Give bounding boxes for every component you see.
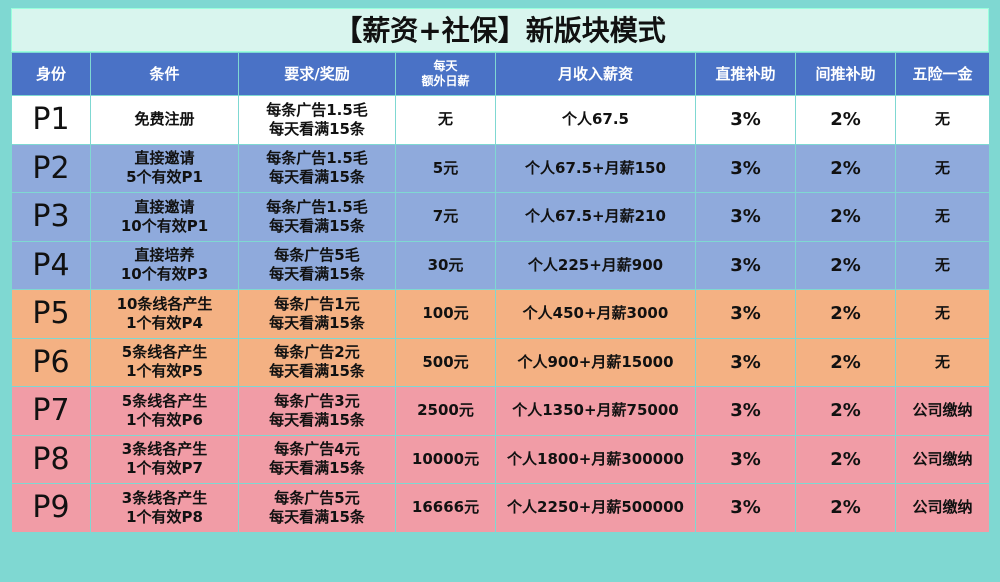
table-cell: 个人900+月薪15000 — [495, 337, 696, 387]
table-cell: P9 — [11, 483, 91, 533]
table-cell: 3条线各产生 1个有效P7 — [90, 434, 239, 484]
table-cell: 个人2250+月薪500000 — [495, 483, 696, 533]
table-cell: 3% — [695, 95, 796, 145]
table-row: P8 3条线各产生 1个有效P7 每条广告4元 每天看满15条 10000元 个人180… — [11, 434, 990, 484]
table-cell: 3% — [695, 337, 796, 387]
table-cell: 无 — [895, 289, 990, 339]
table-row: P3 直接邀请 10个有效P1 每条广告1.5毛 每天看满15条 7元 个人67.5+月… — [11, 192, 990, 242]
header-row: 身份 条件 要求/奖励 每天 额外日薪 月收入薪资 直推补助 间推补助 五险一金 — [11, 52, 990, 96]
table-cell: 个人67.5 — [495, 95, 696, 145]
table-cell: 3条线各产生 1个有效P8 — [90, 483, 239, 533]
table-cell: 公司缴纳 — [895, 434, 990, 484]
table-cell: P1 — [11, 95, 91, 145]
table-cell: 个人1350+月薪75000 — [495, 386, 696, 436]
table-cell: 10条线各产生 1个有效P4 — [90, 289, 239, 339]
table-cell: 3% — [695, 240, 796, 290]
table-row: P4 直接培养 10个有效P3 每条广告5毛 每天看满15条 30元 个人225+月薪9… — [11, 240, 990, 290]
column-header: 直推补助 — [695, 52, 796, 96]
table-cell: 2% — [795, 240, 896, 290]
table-row: P1 免费注册 每条广告1.5毛 每天看满15条无个人67.5 3% 2% 无 — [11, 95, 990, 145]
table-cell: 每条广告1.5毛 每天看满15条 — [238, 192, 396, 242]
table-row: P7 5条线各产生 1个有效P6 每条广告3元 每天看满15条 2500元 个人1350… — [11, 386, 990, 436]
column-header: 间推补助 — [795, 52, 896, 96]
table-cell: 个人1800+月薪300000 — [495, 434, 696, 484]
table-cell: 3% — [695, 192, 796, 242]
table-cell: 公司缴纳 — [895, 386, 990, 436]
table-row: P9 3条线各产生 1个有效P8 每条广告5元 每天看满15条 16666元 个人225… — [11, 483, 990, 533]
table-cell: 直接邀请 10个有效P1 — [90, 192, 239, 242]
table-cell: 个人225+月薪900 — [495, 240, 696, 290]
table-cell: 每条广告1元 每天看满15条 — [238, 289, 396, 339]
table-cell: P7 — [11, 386, 91, 436]
table-cell: 2% — [795, 143, 896, 193]
table-cell: 个人67.5+月薪150 — [495, 143, 696, 193]
table-cell: 2% — [795, 386, 896, 436]
table-cell: 5条线各产生 1个有效P6 — [90, 386, 239, 436]
table-cell: 2500元 — [395, 386, 496, 436]
table-cell: P3 — [11, 192, 91, 242]
table-cell: P2 — [11, 143, 91, 193]
table-cell: 个人450+月薪3000 — [495, 289, 696, 339]
table-cell: 每条广告5毛 每天看满15条 — [238, 240, 396, 290]
table-cell: 2% — [795, 337, 896, 387]
table-cell: 每条广告1.5毛 每天看满15条 — [238, 143, 396, 193]
table-cell: 每条广告3元 每天看满15条 — [238, 386, 396, 436]
column-header: 身份 — [11, 52, 91, 96]
table-cell: 每条广告1.5毛 每天看满15条 — [238, 95, 396, 145]
table-cell: 2% — [795, 192, 896, 242]
table-cell: 2% — [795, 289, 896, 339]
table-cell: 10000元 — [395, 434, 496, 484]
title: 【薪资+社保】新版块模式 — [11, 8, 989, 52]
sheet: 【薪资+社保】新版块模式 身份 条件 要求/奖励 每天 额外日薪 月收入薪资 直推补助 间推… — [11, 8, 990, 533]
table-cell: P6 — [11, 337, 91, 387]
column-header: 每天 额外日薪 — [395, 52, 496, 96]
column-header: 要求/奖励 — [238, 52, 396, 96]
table-cell: 2% — [795, 483, 896, 533]
table-cell: 直接培养 10个有效P3 — [90, 240, 239, 290]
table-cell: P8 — [11, 434, 91, 484]
table-cell: 3% — [695, 289, 796, 339]
table-cell: 直接邀请 5个有效P1 — [90, 143, 239, 193]
table-cell: 500元 — [395, 337, 496, 387]
table-row: P2 直接邀请 5个有效P1 每条广告1.5毛 每天看满15条 5元 个人67.5+月薪… — [11, 143, 990, 193]
table-cell: 个人67.5+月薪210 — [495, 192, 696, 242]
table-cell: 5元 — [395, 143, 496, 193]
table-cell: P4 — [11, 240, 91, 290]
table: 身份 条件 要求/奖励 每天 额外日薪 月收入薪资 直推补助 间推补助 五险一金 P1 免费注册… — [11, 52, 990, 533]
table-cell: 免费注册 — [90, 95, 239, 145]
table-cell: 无 — [895, 95, 990, 145]
table-cell: 无 — [895, 143, 990, 193]
table-cell: 无 — [395, 95, 496, 145]
table-cell: 无 — [895, 337, 990, 387]
table-cell: 2% — [795, 95, 896, 145]
column-header: 条件 — [90, 52, 239, 96]
table-cell: 3% — [695, 483, 796, 533]
table-cell: 每条广告2元 每天看满15条 — [238, 337, 396, 387]
table-cell: 每条广告4元 每天看满15条 — [238, 434, 396, 484]
table-cell: 2% — [795, 434, 896, 484]
table-cell: 30元 — [395, 240, 496, 290]
table-cell: 每条广告5元 每天看满15条 — [238, 483, 396, 533]
table-cell: 无 — [895, 240, 990, 290]
table-cell: 5条线各产生 1个有效P5 — [90, 337, 239, 387]
table-row: P5 10条线各产生 1个有效P4 每条广告1元 每天看满15条 100元 个人450+… — [11, 289, 990, 339]
table-cell: P5 — [11, 289, 91, 339]
table-cell: 3% — [695, 386, 796, 436]
table-cell: 3% — [695, 434, 796, 484]
table-cell: 无 — [895, 192, 990, 242]
column-header: 月收入薪资 — [495, 52, 696, 96]
table-row: P6 5条线各产生 1个有效P5 每条广告2元 每天看满15条 500元 个人900+月… — [11, 337, 990, 387]
table-cell: 3% — [695, 143, 796, 193]
table-body: P1 免费注册 每条广告1.5毛 每天看满15条无个人67.5 3% 2% 无 P2 直接邀请… — [11, 95, 990, 533]
table-cell: 100元 — [395, 289, 496, 339]
table-cell: 公司缴纳 — [895, 483, 990, 533]
table-cell: 7元 — [395, 192, 496, 242]
column-header: 五险一金 — [895, 52, 990, 96]
table-cell: 16666元 — [395, 483, 496, 533]
